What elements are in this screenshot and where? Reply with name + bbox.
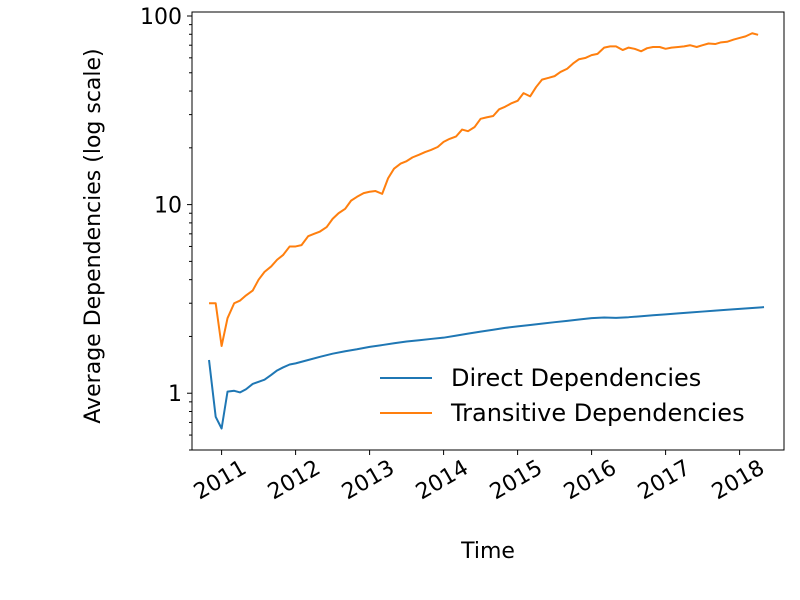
- series-line-direct: [208, 306, 765, 430]
- y-tick-label: 10: [154, 194, 182, 219]
- plot-frame: [191, 11, 785, 451]
- y-axis-label: Average Dependencies (log scale): [81, 48, 106, 423]
- y-axis: 1 10 100: [140, 5, 192, 451]
- series-layer: [208, 32, 765, 430]
- y-tick-label: 1: [168, 382, 182, 407]
- series-line-transitive: [209, 32, 759, 347]
- x-axis-label: Time: [460, 539, 515, 564]
- y-tick-label: 100: [140, 5, 182, 30]
- legend: Direct Dependencies Transitive Dependenci…: [380, 364, 745, 427]
- legend-label: Direct Dependencies: [451, 364, 701, 392]
- legend-label: Transitive Dependencies: [450, 399, 745, 427]
